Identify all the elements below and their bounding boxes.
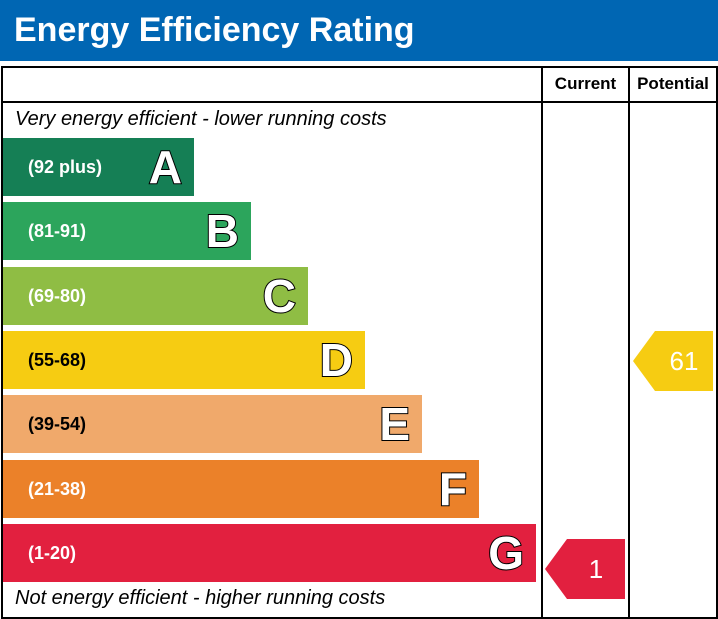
current-marker-shape <box>545 538 625 599</box>
bottom-caption: Not energy efficient - higher running co… <box>15 587 386 609</box>
band-e: (39-54) E <box>3 395 422 454</box>
band-range-label: (81-91) <box>28 221 87 242</box>
band-letter: G <box>487 526 525 580</box>
current-divider <box>541 66 543 619</box>
band-c: (69-80) C <box>3 266 308 325</box>
potential-column-header: Potential <box>637 74 709 93</box>
current-rating-marker: 1 <box>545 538 625 599</box>
header-divider <box>1 101 718 103</box>
band-range-label: (1-20) <box>28 542 77 563</box>
potential-marker-arrow <box>633 330 713 391</box>
band-letter: E <box>378 397 411 451</box>
band-letter: B <box>205 204 240 258</box>
band-g: (1-20) G <box>3 523 536 582</box>
band-letter: D <box>319 333 354 387</box>
band-b: (81-91) B <box>3 202 251 261</box>
band-range-label: (92 plus) <box>28 157 103 177</box>
band-letter: F <box>438 462 468 516</box>
band-letter: C <box>262 269 297 323</box>
band-a: (92 plus) A <box>3 138 194 196</box>
current-column-header: Current <box>554 74 617 93</box>
band-range-label: (39-54) <box>28 414 87 435</box>
band-f: (21-38) F <box>3 459 479 518</box>
header-bar: Energy Efficiency Rating <box>0 0 718 61</box>
potential-divider <box>628 66 630 619</box>
current-rating-value: 1 <box>588 553 604 584</box>
potential-marker-shape <box>633 330 713 391</box>
potential-rating-value: 61 <box>669 345 699 376</box>
current-marker-arrow <box>545 538 625 599</box>
band-range-label: (21-38) <box>28 478 87 499</box>
top-caption: Very energy efficient - lower running co… <box>15 108 387 130</box>
chart-frame <box>1 66 718 619</box>
page-title: Energy Efficiency Rating <box>14 11 415 49</box>
band-range-label: (69-80) <box>28 285 87 306</box>
band-range-label: (55-68) <box>28 349 87 370</box>
potential-rating-marker: 61 <box>633 330 713 391</box>
band-letter: A <box>148 140 183 194</box>
band-d: (55-68) D <box>3 330 365 389</box>
